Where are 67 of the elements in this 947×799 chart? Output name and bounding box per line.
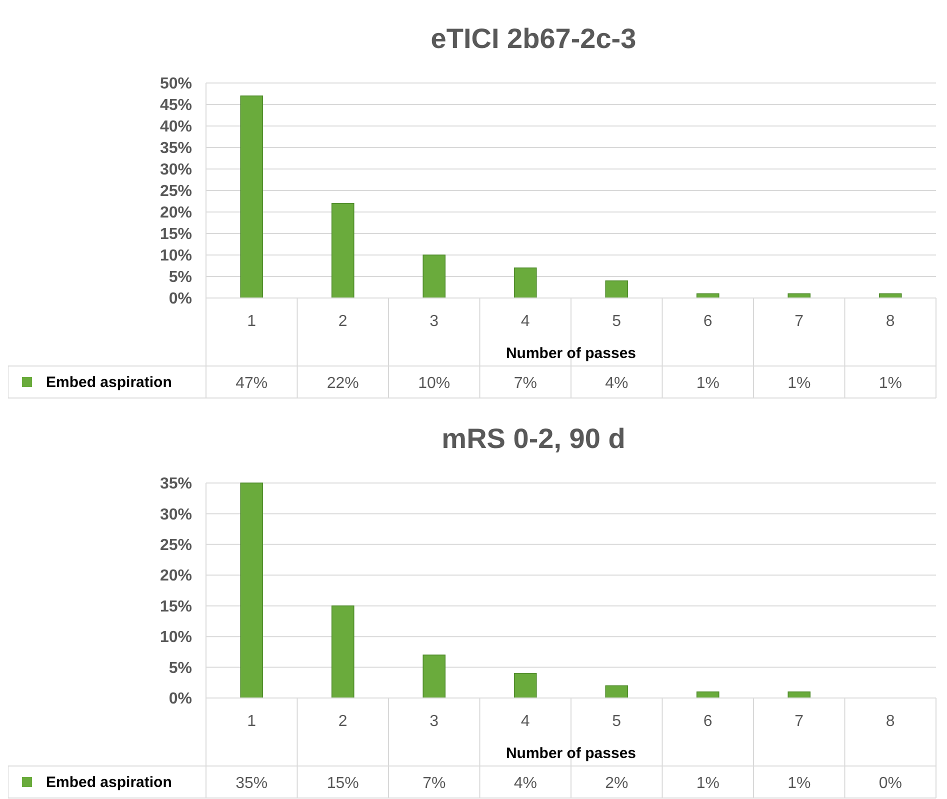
- x-tick-label: 6: [703, 713, 712, 730]
- data-label: 15%: [326, 775, 359, 792]
- y-tick-label: 35%: [160, 140, 192, 158]
- data-label: 1%: [696, 775, 720, 792]
- data-label: 7%: [514, 375, 537, 392]
- y-tick-label: 10%: [160, 629, 192, 646]
- x-tick-label: 3: [430, 313, 439, 330]
- y-tick-label: 30%: [160, 506, 192, 524]
- data-label: 7%: [422, 775, 446, 792]
- data-label: 1%: [788, 775, 811, 792]
- x-tick-label: 3: [430, 713, 439, 730]
- y-tick-label: 40%: [160, 118, 192, 136]
- x-tick-label: 8: [886, 713, 895, 730]
- x-tick-label: 1: [247, 713, 256, 730]
- data-label: 1%: [788, 375, 811, 392]
- x-tick-label: 2: [338, 713, 348, 730]
- y-tick-label: 30%: [160, 162, 192, 179]
- data-label: 35%: [236, 775, 268, 792]
- bar: [605, 685, 628, 698]
- y-tick-label: 35%: [160, 476, 192, 493]
- y-tick-label: 45%: [160, 97, 192, 114]
- x-tick-label: 4: [520, 313, 530, 330]
- bar: [331, 605, 354, 698]
- bar: [422, 654, 446, 698]
- data-label: 22%: [326, 375, 359, 392]
- y-tick-label: 5%: [168, 660, 192, 677]
- legend-label: Embed aspiration: [46, 374, 172, 391]
- x-tick-label: 1: [247, 313, 256, 330]
- data-label: 1%: [878, 375, 902, 392]
- bar: [240, 482, 264, 698]
- y-tick-label: 15%: [160, 598, 192, 616]
- y-tick-label: 15%: [160, 226, 192, 244]
- data-label: 4%: [605, 375, 628, 392]
- y-tick-label: 20%: [160, 568, 192, 585]
- y-tick-label: 5%: [168, 269, 192, 286]
- bar: [240, 96, 264, 298]
- y-tick-label: 10%: [160, 248, 192, 265]
- bar: [514, 673, 537, 698]
- x-tick-label: 7: [794, 713, 804, 730]
- x-axis-title: Number of passes: [506, 745, 636, 762]
- y-tick-label: 0%: [168, 690, 192, 708]
- bar: [605, 280, 628, 298]
- bar: [331, 203, 354, 298]
- y-tick-label: 25%: [160, 537, 192, 554]
- y-tick-label: 20%: [160, 204, 192, 222]
- y-tick-label: 25%: [160, 183, 192, 200]
- data-label: 47%: [236, 375, 268, 392]
- x-tick-label: 7: [794, 313, 804, 330]
- data-label: 0%: [878, 775, 902, 792]
- x-tick-label: 6: [703, 313, 712, 330]
- chart-title: mRS 0-2, 90 d: [442, 423, 626, 454]
- x-axis-title: Number of passes: [506, 345, 636, 362]
- x-tick-label: 4: [520, 713, 530, 730]
- data-label: 10%: [418, 375, 450, 392]
- x-tick-label: 8: [886, 313, 895, 330]
- chart-title: eTICI 2b67-2c-3: [430, 23, 636, 54]
- bar: [514, 268, 537, 298]
- y-tick-label: 50%: [160, 76, 192, 93]
- bar: [422, 254, 446, 298]
- data-label: 1%: [696, 375, 720, 392]
- legend-label: Embed aspiration: [46, 774, 172, 791]
- data-label: 4%: [514, 775, 537, 792]
- y-tick-label: 0%: [168, 290, 192, 308]
- x-tick-label: 5: [612, 313, 622, 330]
- data-label: 2%: [605, 775, 628, 792]
- x-tick-label: 2: [338, 313, 348, 330]
- x-tick-label: 5: [612, 713, 622, 730]
